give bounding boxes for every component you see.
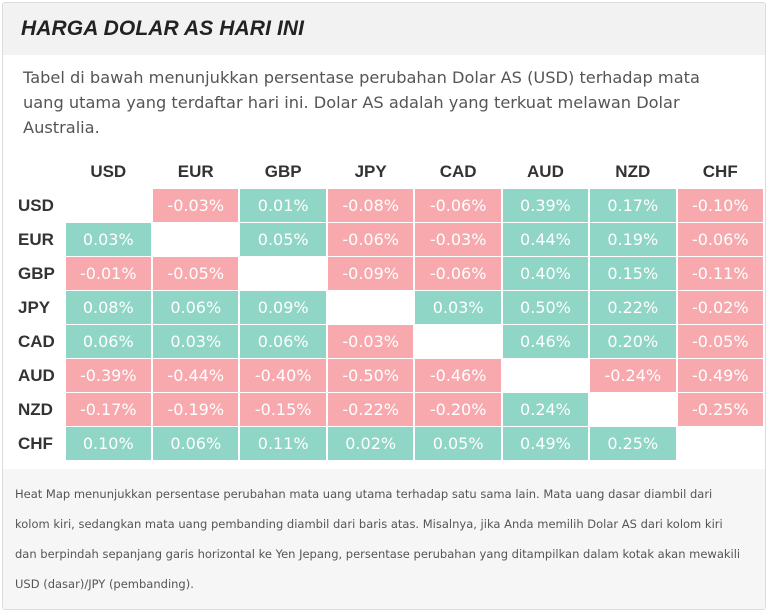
- heatmap-cell-aud-gbp[interactable]: -0.40%: [240, 359, 326, 392]
- heatmap-row-aud: AUD -0.39% -0.44% -0.40% -0.50% -0.46% -0.24% -…: [8, 359, 763, 392]
- card-header: HARGA DOLAR AS HARI INI: [3, 3, 765, 55]
- heatmap-cell-usd-eur[interactable]: -0.03%: [153, 189, 239, 222]
- row-header-eur: EUR: [18, 229, 54, 249]
- heatmap-cell-jpy-usd[interactable]: 0.08%: [65, 291, 151, 324]
- row-header-chf: CHF: [18, 433, 53, 453]
- column-header-cad: CAD: [439, 162, 477, 181]
- heatmap-cell-jpy-jpy[interactable]: [327, 291, 414, 324]
- row-header-usd: USD: [18, 195, 54, 215]
- heatmap-row-chf: CHF 0.10% 0.06% 0.11% 0.02% 0.05% 0.49% 0.25%: [8, 427, 763, 460]
- heatmap-cell-usd-usd[interactable]: [65, 189, 151, 222]
- heatmap-row-gbp: GBP -0.01% -0.05% -0.09% -0.06% 0.40% 0.15% -0.…: [8, 257, 763, 290]
- heatmap-cell-chf-chf[interactable]: [677, 427, 763, 460]
- heatmap-cell-eur-eur[interactable]: [153, 223, 239, 256]
- heatmap-cell-nzd-jpy[interactable]: -0.22%: [327, 393, 414, 426]
- heatmap-cell-nzd-chf[interactable]: -0.25%: [677, 393, 763, 426]
- heatmap-cell-nzd-aud[interactable]: 0.24%: [502, 393, 589, 426]
- heatmap-cell-jpy-aud[interactable]: 0.50%: [502, 291, 589, 324]
- heatmap-cell-aud-aud[interactable]: [502, 359, 589, 392]
- row-header-jpy: JPY: [18, 297, 51, 317]
- heatmap-cell-chf-usd[interactable]: 0.10%: [65, 427, 151, 460]
- column-header-jpy: JPY: [354, 162, 387, 181]
- currency-heatmap: USD EUR GBP JPY CAD AUD NZD CHF USD -0.03% 0.01% -…: [6, 155, 765, 461]
- row-header-gbp: GBP: [18, 263, 55, 283]
- heatmap-cell-cad-nzd[interactable]: 0.20%: [590, 325, 676, 358]
- heatmap-cell-eur-aud[interactable]: 0.44%: [502, 223, 589, 256]
- heatmap-cell-chf-aud[interactable]: 0.49%: [502, 427, 589, 460]
- corner-cell: [8, 156, 64, 188]
- heatmap-cell-aud-usd[interactable]: -0.39%: [65, 359, 151, 392]
- heatmap-cell-nzd-cad[interactable]: -0.20%: [415, 393, 501, 426]
- heatmap-cell-eur-nzd[interactable]: 0.19%: [590, 223, 676, 256]
- heatmap-cell-jpy-nzd[interactable]: 0.22%: [590, 291, 676, 324]
- column-header-usd: USD: [90, 162, 127, 181]
- heatmap-cell-nzd-nzd[interactable]: [590, 393, 676, 426]
- column-header-aud: AUD: [527, 162, 564, 181]
- heatmap-cell-chf-jpy[interactable]: 0.02%: [327, 427, 414, 460]
- row-header-cad: CAD: [18, 331, 55, 351]
- heatmap-cell-nzd-usd[interactable]: -0.17%: [65, 393, 151, 426]
- heatmap-cell-usd-cad[interactable]: -0.06%: [415, 189, 501, 222]
- heatmap-cell-eur-usd[interactable]: 0.03%: [65, 223, 151, 256]
- column-header-nzd: NZD: [615, 162, 651, 181]
- heatmap-cell-eur-cad[interactable]: -0.03%: [415, 223, 501, 256]
- heatmap-cell-gbp-gbp[interactable]: [240, 257, 326, 290]
- heatmap-cell-jpy-gbp[interactable]: 0.09%: [240, 291, 326, 324]
- heatmap-cell-aud-eur[interactable]: -0.44%: [153, 359, 239, 392]
- heatmap-cell-cad-eur[interactable]: 0.03%: [153, 325, 239, 358]
- heatmap-cell-jpy-eur[interactable]: 0.06%: [153, 291, 239, 324]
- heatmap-row-cad: CAD 0.06% 0.03% 0.06% -0.03% 0.46% 0.20% -0.05%: [8, 325, 763, 358]
- heatmap-cell-cad-cad[interactable]: [415, 325, 501, 358]
- heatmap-row-nzd: NZD -0.17% -0.19% -0.15% -0.22% -0.20% 0.24% -0…: [8, 393, 763, 426]
- heatmap-cell-aud-cad[interactable]: -0.46%: [415, 359, 501, 392]
- page-title: HARGA DOLAR AS HARI INI: [21, 17, 305, 40]
- footer-note: Heat Map menunjukkan persentase perubaha…: [3, 469, 765, 609]
- heatmap-cell-chf-nzd[interactable]: 0.25%: [590, 427, 676, 460]
- heatmap-cell-gbp-aud[interactable]: 0.40%: [502, 257, 589, 290]
- heatmap-cell-chf-gbp[interactable]: 0.11%: [240, 427, 326, 460]
- heatmap-cell-jpy-chf[interactable]: -0.02%: [677, 291, 763, 324]
- heatmap-row-usd: USD -0.03% 0.01% -0.08% -0.06% 0.39% 0.17% -0.1…: [8, 189, 763, 222]
- column-header-row: USD EUR GBP JPY CAD AUD NZD CHF: [8, 156, 763, 188]
- heatmap-cell-cad-jpy[interactable]: -0.03%: [327, 325, 414, 358]
- heatmap-cell-chf-eur[interactable]: 0.06%: [153, 427, 239, 460]
- heatmap-cell-aud-nzd[interactable]: -0.24%: [590, 359, 676, 392]
- heatmap-cell-cad-gbp[interactable]: 0.06%: [240, 325, 326, 358]
- heatmap-cell-cad-chf[interactable]: -0.05%: [677, 325, 763, 358]
- heatmap-cell-gbp-chf[interactable]: -0.11%: [677, 257, 763, 290]
- column-header-gbp: GBP: [264, 162, 302, 181]
- column-header-chf: CHF: [702, 162, 738, 181]
- heatmap-cell-eur-chf[interactable]: -0.06%: [677, 223, 763, 256]
- heatmap-body: USD -0.03% 0.01% -0.08% -0.06% 0.39% 0.17% -0.1…: [8, 189, 763, 460]
- heatmap-cell-eur-gbp[interactable]: 0.05%: [240, 223, 326, 256]
- heatmap-cell-jpy-cad[interactable]: 0.03%: [415, 291, 501, 324]
- heatmap-cell-usd-aud[interactable]: 0.39%: [502, 189, 589, 222]
- heatmap-cell-eur-jpy[interactable]: -0.06%: [327, 223, 414, 256]
- row-header-aud: AUD: [18, 365, 55, 385]
- heatmap-cell-aud-jpy[interactable]: -0.50%: [327, 359, 414, 392]
- heatmap-cell-gbp-cad[interactable]: -0.06%: [415, 257, 501, 290]
- heatmap-cell-usd-nzd[interactable]: 0.17%: [590, 189, 676, 222]
- heatmap-row-jpy: JPY 0.08% 0.06% 0.09% 0.03% 0.50% 0.22% -0.02%: [8, 291, 763, 324]
- heatmap-cell-cad-usd[interactable]: 0.06%: [65, 325, 151, 358]
- heatmap-cell-chf-cad[interactable]: 0.05%: [415, 427, 501, 460]
- heatmap-cell-aud-chf[interactable]: -0.49%: [677, 359, 763, 392]
- heatmap-cell-nzd-gbp[interactable]: -0.15%: [240, 393, 326, 426]
- heatmap-cell-usd-gbp[interactable]: 0.01%: [240, 189, 326, 222]
- intro-text: Tabel di bawah menunjukkan persentase pe…: [23, 68, 700, 137]
- heatmap-cell-gbp-nzd[interactable]: 0.15%: [590, 257, 676, 290]
- row-header-nzd: NZD: [18, 399, 53, 419]
- heatmap-cell-usd-jpy[interactable]: -0.08%: [327, 189, 414, 222]
- heatmap-cell-gbp-eur[interactable]: -0.05%: [153, 257, 239, 290]
- heatmap-cell-gbp-usd[interactable]: -0.01%: [65, 257, 151, 290]
- heatmap-cell-gbp-jpy[interactable]: -0.09%: [327, 257, 414, 290]
- heatmap-cell-cad-aud[interactable]: 0.46%: [502, 325, 589, 358]
- heatmap-row-eur: EUR 0.03% 0.05% -0.06% -0.03% 0.44% 0.19% -0.06…: [8, 223, 763, 256]
- heatmap-cell-usd-chf[interactable]: -0.10%: [677, 189, 763, 222]
- column-header-eur: EUR: [177, 162, 214, 181]
- heatmap-cell-nzd-eur[interactable]: -0.19%: [153, 393, 239, 426]
